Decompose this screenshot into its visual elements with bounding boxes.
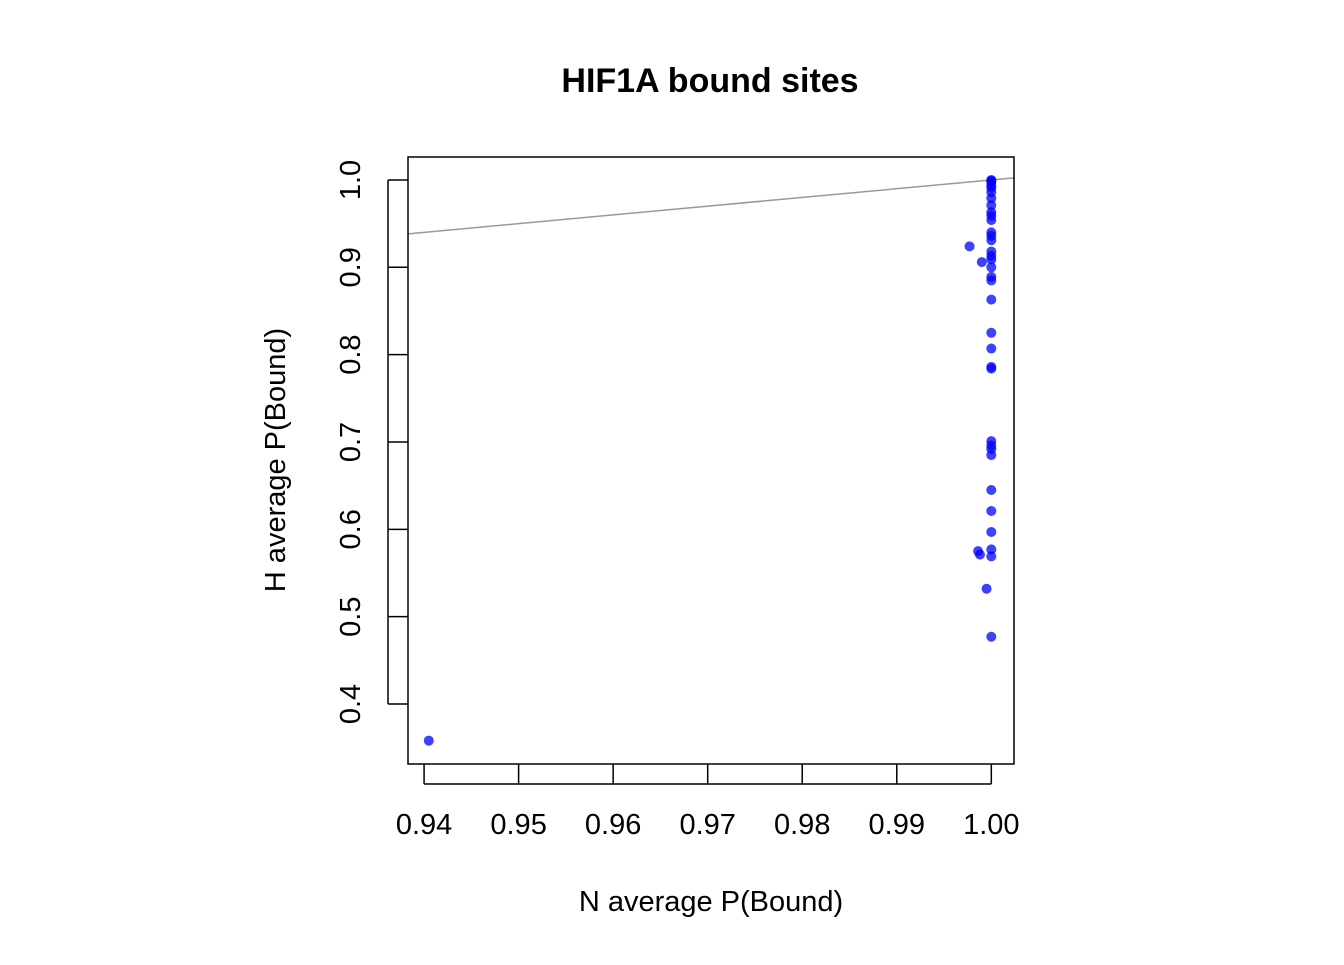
x-tick-label: 0.96 [585,809,641,841]
x-tick-label: 0.95 [490,809,546,841]
y-tick-label: 0.5 [335,596,367,636]
data-point [986,235,997,246]
data-point [986,526,997,537]
plot-frame [407,156,1015,765]
data-point [986,262,997,273]
data-point [981,583,992,594]
data-point [986,215,997,226]
data-point [986,450,997,461]
x-tick-label: 1.00 [963,809,1019,841]
data-point [986,254,997,265]
data-point [974,549,985,560]
x-axis-label: N average P(Bound) [579,886,843,918]
y-tick-label: 0.9 [335,247,367,287]
data-point [423,735,434,746]
data-point [986,544,997,555]
data-point [986,294,997,305]
y-axis-label: H average P(Bound) [260,328,292,592]
data-point [986,485,997,496]
y-tick-label: 0.7 [335,422,367,462]
chart-title: HIF1A bound sites [561,62,858,100]
data-point [986,200,997,211]
x-tick-label: 0.98 [774,809,830,841]
x-tick-label: 0.94 [396,809,452,841]
reference-line [408,177,1014,235]
x-tick-label: 0.99 [869,809,925,841]
data-point [986,193,997,204]
x-tick-label: 0.97 [679,809,735,841]
y-tick-label: 0.6 [335,509,367,549]
y-tick-label: 1.0 [335,160,367,200]
data-point [964,241,975,252]
data-point [986,275,997,286]
data-point [986,505,997,516]
data-point [986,551,997,562]
y-tick-label: 0.8 [335,334,367,374]
y-tick-label: 0.4 [335,684,367,724]
data-point [976,257,987,268]
data-point [986,343,997,354]
data-point [986,631,997,642]
data-point [986,327,997,338]
data-point [986,363,997,374]
